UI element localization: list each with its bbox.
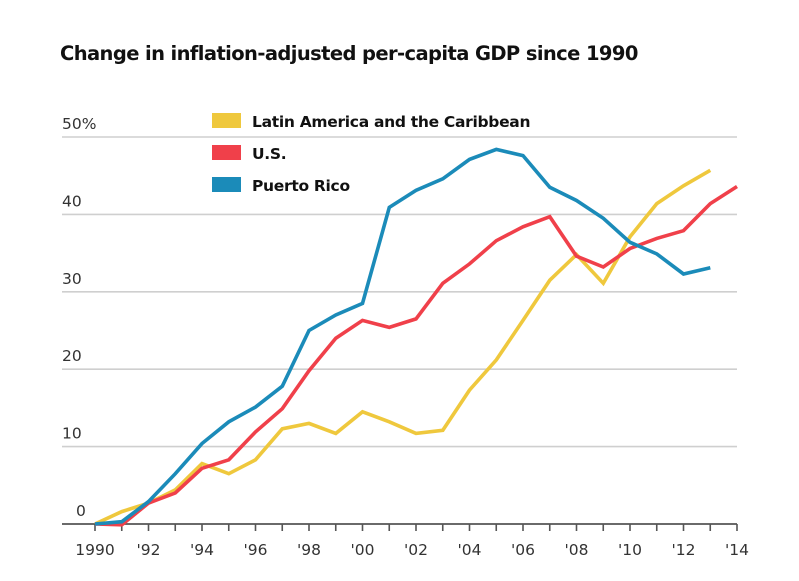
x-tick-label: '92	[137, 541, 161, 559]
series-lines	[94, 147, 738, 527]
x-axis-labels: 1990 '92 '94 '96 '98 '00 '02 '04 '06 '08 '10 '12 '14	[75, 541, 749, 559]
legend-label-latin-america-and-the-caribbean: Latin America and the Caribbean	[252, 113, 530, 131]
y-tick-label: 10	[62, 425, 82, 443]
x-tick-label: '00	[351, 541, 375, 559]
x-tick-label: '14	[725, 541, 749, 559]
legend-label-puerto-rico: Puerto Rico	[252, 177, 350, 195]
y-tick-label: 20	[62, 347, 82, 365]
x-tick-label: 1990	[75, 541, 114, 559]
y-tick-label: 0	[76, 502, 86, 520]
series-line-puerto-rico	[94, 147, 711, 526]
y-tick-label: 30	[62, 270, 82, 288]
chart-title: Change in inflation-adjusted per-capita …	[60, 42, 638, 65]
x-tick-label: '08	[565, 541, 589, 559]
legend-swatch-u-s	[212, 145, 241, 160]
x-tick-label: '10	[618, 541, 642, 559]
series-line-u-s	[94, 184, 738, 527]
x-tick-label: '02	[404, 541, 428, 559]
x-tick-label: '06	[511, 541, 535, 559]
legend-label-u-s: U.S.	[252, 145, 286, 163]
legend: Latin America and the Caribbean U.S. Puert…	[212, 113, 530, 195]
x-axis	[62, 523, 738, 531]
series-line-latin-america-and-the-caribbean	[94, 168, 712, 526]
x-tick-label: '04	[458, 541, 482, 559]
y-tick-label: 40	[62, 192, 82, 210]
x-tick-label: '94	[190, 541, 214, 559]
y-tick-label: 50%	[62, 115, 96, 133]
legend-swatch-latin-america-and-the-caribbean	[212, 113, 241, 128]
legend-swatch-puerto-rico	[212, 177, 241, 192]
x-tick-label: '96	[244, 541, 268, 559]
x-tick-label: '12	[672, 541, 696, 559]
gridlines	[62, 136, 737, 448]
x-tick-label: '98	[297, 541, 321, 559]
y-axis-labels: 0 10 20 30 40 50%	[62, 115, 96, 520]
